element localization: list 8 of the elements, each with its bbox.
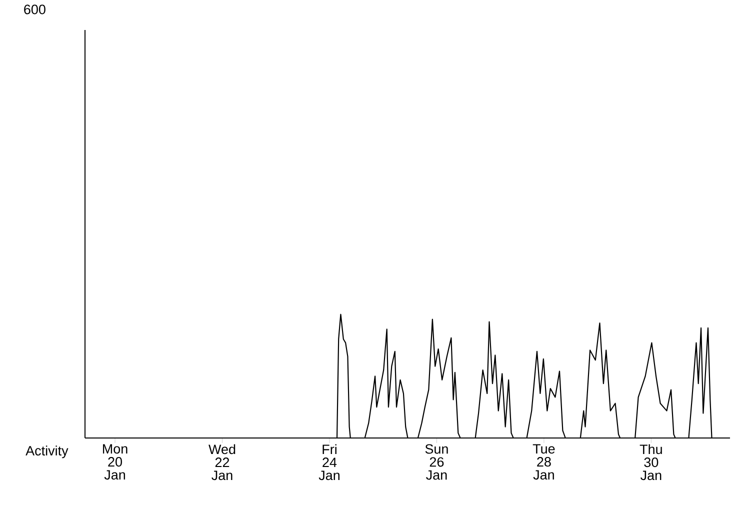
x-tick-label: Thu 30 Jan [640,444,662,480]
y-axis-title: Activity [26,446,68,458]
x-tick-label: Mon 20 Jan [102,444,128,480]
x-tick-label: Wed 22 Jan [208,444,236,480]
x-tick-label: Sun 26 Jan [425,444,448,480]
x-tick-label: Fri 24 Jan [318,444,340,480]
text: 600 [24,4,46,14]
x-tick-label: Tue 28 Jan [532,444,555,480]
